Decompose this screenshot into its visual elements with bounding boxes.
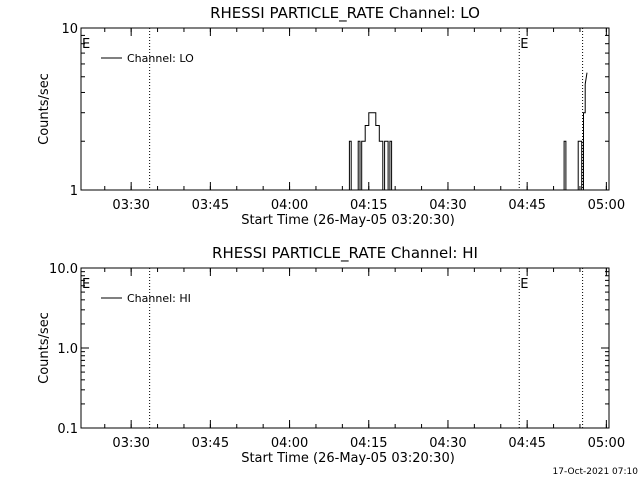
chart-title: RHESSI PARTICLE_RATE Channel: HI	[212, 244, 478, 263]
x-axis-label: Start Time (26-May-05 03:20:30)	[241, 451, 455, 466]
y-tick-label: 10.0	[49, 262, 78, 277]
x-tick-label: 05:00	[588, 198, 625, 213]
y-tick-label: 1	[70, 184, 78, 199]
x-tick-label: 04:45	[508, 436, 545, 451]
x-tick-label: 03:45	[192, 436, 229, 451]
x-tick-label: 04:15	[350, 436, 387, 451]
footer-timestamp: 17-Oct-2021 07:10	[553, 467, 639, 477]
hi-channel-panel: RHESSI PARTICLE_RATE Channel: HI 03:30 03:…	[37, 244, 625, 466]
x-tick-label: 04:30	[429, 436, 466, 451]
x-tick-label: 03:30	[112, 198, 149, 213]
x-tick-label: 05:00	[588, 436, 625, 451]
plot-frame	[80, 27, 610, 191]
chart-title: RHESSI PARTICLE_RATE Channel: LO	[210, 4, 480, 23]
x-tick-label: 04:00	[271, 198, 308, 213]
y-tick-label: 1.0	[57, 342, 78, 357]
x-tick-label: 04:15	[350, 198, 387, 213]
y-tick-label: 10	[61, 22, 78, 37]
x-tick-label: 03:45	[192, 198, 229, 213]
legend-label: Channel: LO	[127, 52, 194, 65]
y-tick-label: 0.1	[57, 422, 78, 437]
lo-channel-panel: RHESSI PARTICLE_RATE Channel: LO 03:30 03:…	[37, 4, 625, 228]
y-axis-label: Counts/sec	[37, 312, 52, 384]
x-tick-label: 04:30	[429, 198, 466, 213]
event-marker-label: E	[82, 37, 90, 52]
x-tick-label: 04:00	[271, 436, 308, 451]
event-marker-label: E	[520, 277, 528, 292]
event-marker-label: E	[520, 37, 528, 52]
x-axis-label: Start Time (26-May-05 03:20:30)	[241, 213, 455, 228]
x-tick-label: 03:30	[112, 436, 149, 451]
series-line	[348, 72, 588, 191]
y-axis-label: Counts/sec	[37, 73, 52, 145]
x-tick-label: 04:45	[508, 198, 545, 213]
legend-label: Channel: HI	[127, 292, 191, 305]
event-marker-label: E	[82, 277, 90, 292]
